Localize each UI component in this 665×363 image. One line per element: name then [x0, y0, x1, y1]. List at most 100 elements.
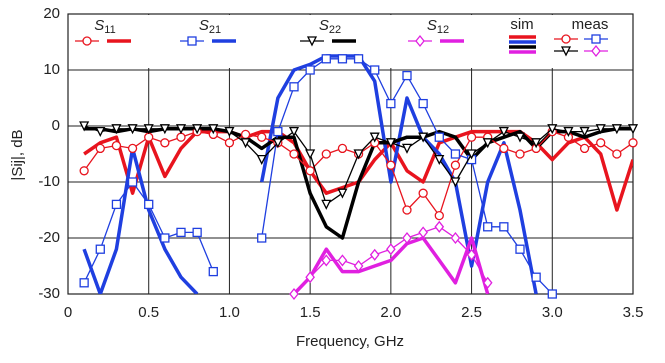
x-tick-label: 3.5	[623, 304, 644, 321]
marker	[386, 98, 396, 109]
marker	[482, 138, 493, 149]
marker	[111, 199, 122, 210]
marker	[369, 132, 380, 143]
marker	[531, 272, 541, 282]
marker	[401, 143, 413, 154]
sim-line	[292, 236, 490, 294]
marker	[160, 138, 170, 148]
marker	[628, 138, 638, 148]
marker	[82, 36, 92, 46]
marker	[611, 124, 622, 135]
marker	[159, 124, 170, 135]
marker	[305, 65, 315, 75]
marker	[305, 166, 315, 176]
marker	[127, 124, 138, 135]
x-tick-label: 0	[64, 304, 72, 321]
marker	[353, 149, 364, 160]
marker	[256, 154, 267, 166]
x-tick-label: 0.5	[138, 304, 159, 321]
marker	[95, 126, 106, 138]
marker	[561, 34, 571, 44]
marker	[498, 126, 509, 138]
y-axis-label: |Sij|, dB	[9, 129, 26, 180]
marker	[224, 138, 235, 148]
marker	[240, 138, 251, 149]
marker	[79, 121, 90, 132]
marker	[514, 132, 526, 143]
marker	[127, 177, 138, 187]
marker	[370, 65, 380, 75]
marker	[79, 278, 89, 288]
marker	[289, 82, 299, 92]
x-tick-label: 2.5	[461, 304, 482, 321]
marker	[450, 149, 461, 159]
x-tick-label: 1.5	[300, 304, 321, 321]
marker	[596, 138, 606, 148]
marker	[224, 126, 235, 138]
legend-header: meas	[572, 16, 609, 33]
marker	[289, 287, 299, 301]
marker	[466, 132, 477, 142]
marker	[306, 36, 318, 47]
y-tick-label: 0	[52, 117, 60, 134]
marker	[305, 149, 316, 160]
marker	[288, 126, 300, 138]
y-tick-label: 10	[43, 61, 60, 78]
marker	[466, 248, 477, 261]
marker	[612, 149, 622, 159]
marker	[499, 143, 509, 154]
y-tick-label: -30	[38, 285, 60, 302]
marker	[337, 254, 348, 267]
legend-label: S12	[427, 17, 449, 36]
marker	[272, 138, 283, 149]
marker	[79, 166, 89, 176]
marker	[595, 124, 606, 135]
marker	[208, 266, 218, 277]
marker	[257, 233, 267, 243]
marker	[289, 149, 299, 159]
marker	[353, 259, 364, 273]
marker	[337, 54, 348, 64]
marker	[402, 70, 412, 81]
marker	[483, 222, 493, 232]
marker	[273, 126, 283, 137]
marker	[176, 227, 186, 238]
marker	[591, 34, 601, 44]
marker	[386, 243, 396, 256]
x-tick-label: 3.0	[542, 304, 563, 321]
marker	[531, 138, 542, 149]
legend-header: sim	[510, 16, 533, 33]
marker	[434, 154, 445, 166]
marker	[560, 46, 572, 57]
legend-label: S21	[199, 17, 221, 36]
marker	[208, 124, 219, 135]
marker	[563, 126, 574, 138]
marker	[418, 98, 428, 109]
marker	[240, 129, 251, 140]
marker	[627, 124, 639, 135]
y-tick-label: -20	[38, 229, 60, 246]
marker	[591, 44, 601, 58]
y-tick-label: 20	[43, 5, 60, 22]
marker	[515, 244, 525, 254]
legend-label: S11	[94, 17, 115, 36]
marker	[144, 199, 154, 210]
marker	[547, 124, 558, 135]
marker	[111, 124, 122, 135]
marker	[434, 210, 444, 221]
marker	[466, 149, 477, 160]
marker	[127, 143, 138, 154]
x-tick-label: 1.0	[219, 304, 240, 321]
marker	[415, 34, 425, 48]
marker	[482, 276, 493, 289]
marker	[144, 132, 154, 142]
marker	[111, 140, 122, 151]
marker	[450, 231, 461, 245]
marker	[402, 205, 412, 215]
marker	[579, 143, 590, 154]
marker	[499, 222, 509, 232]
marker	[305, 271, 315, 284]
marker	[402, 231, 412, 245]
marker	[321, 54, 331, 64]
marker	[369, 248, 380, 261]
